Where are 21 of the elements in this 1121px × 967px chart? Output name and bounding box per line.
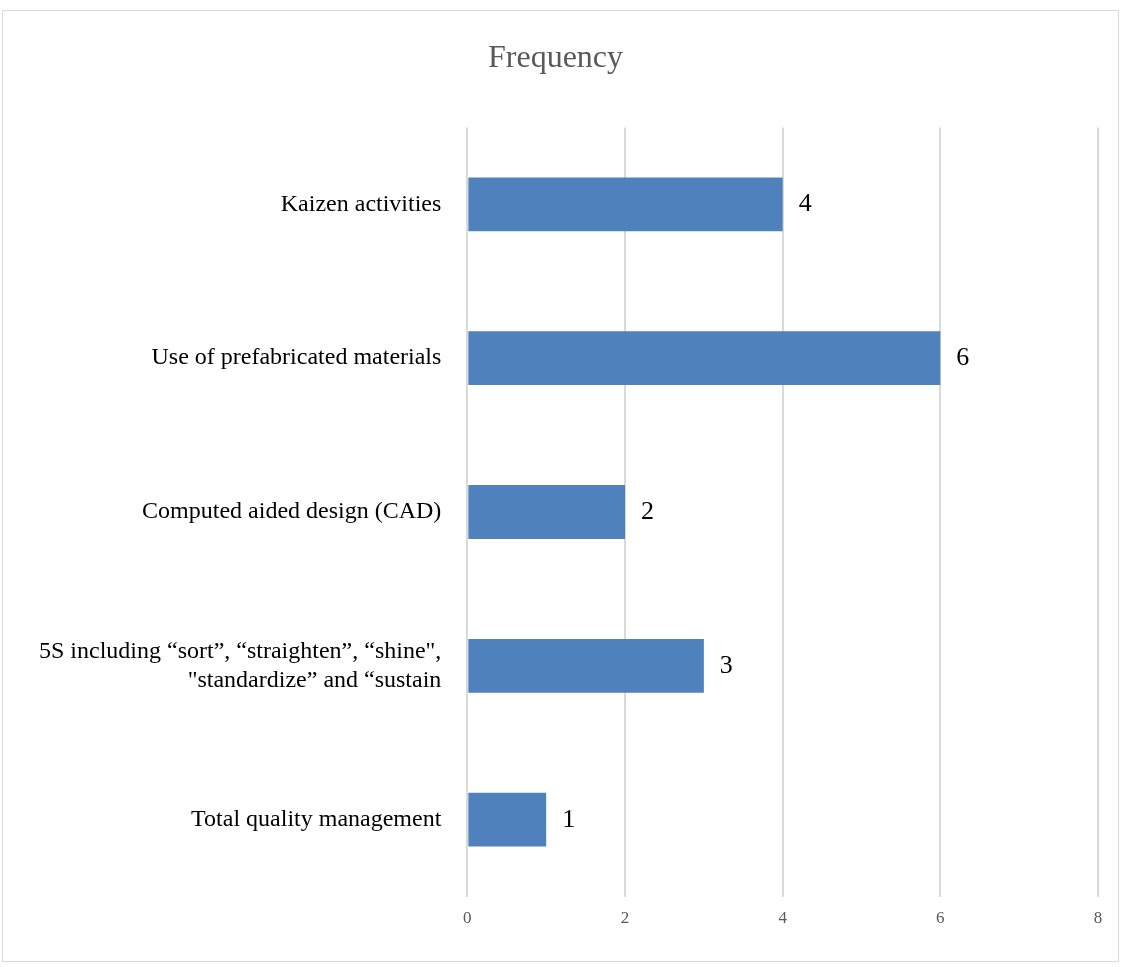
bar <box>468 177 783 232</box>
bar <box>468 638 704 693</box>
data-label: 3 <box>719 649 733 679</box>
data-label: 2 <box>641 495 655 525</box>
data-label: 6 <box>956 341 970 371</box>
y-tick-label: Kaizen activities <box>280 189 442 216</box>
y-tick-label: Computed aided design (CAD) <box>142 497 442 524</box>
data-label: 1 <box>562 803 576 833</box>
x-tick-label: 0 <box>463 908 472 928</box>
x-tick-label: 6 <box>936 908 945 928</box>
y-tick-label: 5S including “sort”, “straighten”, “shine", "standardize” and “sustain <box>38 636 442 692</box>
chart-title: Frequency <box>487 37 624 74</box>
x-tick-label: 8 <box>1093 908 1103 928</box>
y-tick-label: Use of prefabricated materials <box>151 343 442 370</box>
x-tick-label: 2 <box>620 908 630 928</box>
bar <box>468 792 547 847</box>
y-tick-label: Total quality management <box>191 804 442 831</box>
data-label: 4 <box>798 188 812 218</box>
x-tick-label: 4 <box>778 908 788 928</box>
bar <box>468 331 941 386</box>
bar <box>468 485 626 539</box>
